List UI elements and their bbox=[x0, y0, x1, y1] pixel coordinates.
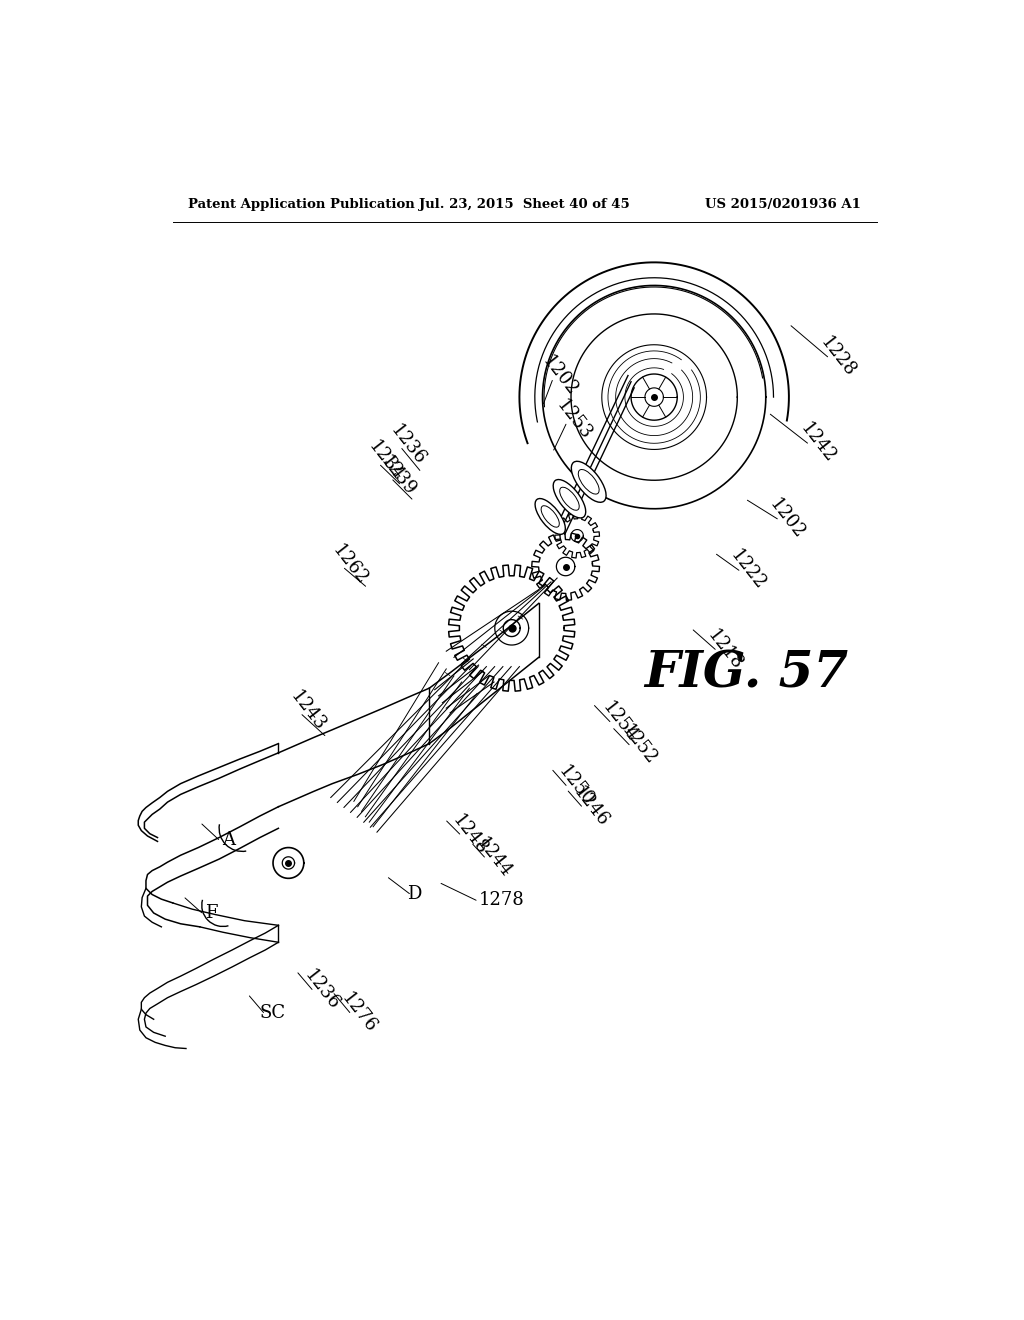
Text: 1228: 1228 bbox=[816, 334, 858, 380]
Ellipse shape bbox=[553, 479, 586, 517]
Text: 1252: 1252 bbox=[617, 722, 659, 768]
Text: 1242: 1242 bbox=[797, 420, 839, 467]
Text: FIG. 57: FIG. 57 bbox=[644, 649, 849, 698]
Text: 1248: 1248 bbox=[449, 810, 490, 858]
Text: 1202: 1202 bbox=[765, 495, 808, 543]
Ellipse shape bbox=[536, 499, 565, 535]
Text: 1253: 1253 bbox=[552, 396, 595, 444]
Text: F: F bbox=[205, 904, 218, 921]
Text: 1244: 1244 bbox=[473, 834, 515, 880]
Text: 1250: 1250 bbox=[554, 763, 597, 809]
Text: D: D bbox=[407, 884, 421, 903]
Text: Jul. 23, 2015  Sheet 40 of 45: Jul. 23, 2015 Sheet 40 of 45 bbox=[420, 198, 630, 211]
Text: 1236: 1236 bbox=[300, 966, 343, 1014]
Text: 1239: 1239 bbox=[377, 451, 419, 499]
Text: 1202: 1202 bbox=[539, 352, 582, 399]
Text: A: A bbox=[222, 830, 234, 849]
Text: 1243: 1243 bbox=[287, 688, 329, 735]
Text: 1218: 1218 bbox=[703, 626, 746, 673]
Text: 1262: 1262 bbox=[329, 541, 371, 589]
Text: 1276: 1276 bbox=[337, 990, 380, 1036]
Text: US 2015/0201936 A1: US 2015/0201936 A1 bbox=[706, 198, 861, 211]
Ellipse shape bbox=[571, 461, 606, 503]
Text: SC: SC bbox=[260, 1005, 286, 1022]
Text: 1234: 1234 bbox=[365, 437, 408, 484]
Text: 1222: 1222 bbox=[727, 546, 769, 594]
Text: 1246: 1246 bbox=[569, 783, 612, 830]
Text: Patent Application Publication: Patent Application Publication bbox=[188, 198, 415, 211]
Text: 1254: 1254 bbox=[598, 698, 641, 746]
Text: 1278: 1278 bbox=[478, 891, 524, 909]
Text: 1236: 1236 bbox=[386, 421, 429, 469]
